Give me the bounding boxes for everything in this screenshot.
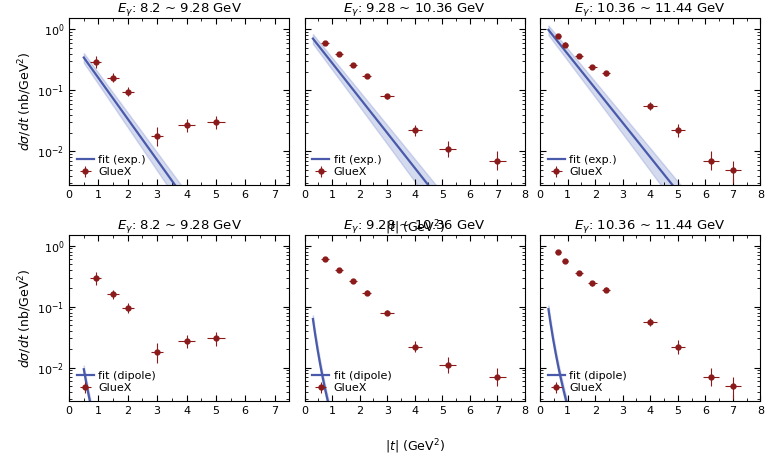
fit (exp.) [694,215,703,220]
Title: $E_{\gamma}$: 10.36 ~ 11.44 GeV: $E_{\gamma}$: 10.36 ~ 11.44 GeV [574,1,727,18]
fit (exp.) [285,342,294,348]
Line: fit (dipole): fit (dipole) [84,369,290,461]
fit (dipole) [308,316,317,322]
Line: fit (dipole): fit (dipole) [313,319,519,461]
fit (exp.) [229,264,238,269]
fit (exp.) [568,58,578,64]
Title: $E_{\gamma}$: 8.2 ~ 9.28 GeV: $E_{\gamma}$: 8.2 ~ 9.28 GeV [117,1,242,18]
Title: $E_{\gamma}$: 10.36 ~ 11.44 GeV: $E_{\gamma}$: 10.36 ~ 11.44 GeV [574,218,727,235]
fit (exp.) [611,111,621,117]
Title: $E_{\gamma}$: 8.2 ~ 9.28 GeV: $E_{\gamma}$: 8.2 ~ 9.28 GeV [117,218,242,235]
Legend: fit (dipole), GlueX: fit (dipole), GlueX [308,366,396,398]
Text: $|t|$ (GeV$^{2}$): $|t|$ (GeV$^{2}$) [385,438,445,456]
fit (exp.) [693,213,702,219]
fit (exp.) [104,89,113,95]
Text: $|t|$ (GeV$^{2}$): $|t|$ (GeV$^{2}$) [385,219,445,237]
fit (exp.) [674,189,683,195]
fit (exp.) [390,140,399,145]
Y-axis label: $d\sigma/dt$ (nb/GeV$^{2}$): $d\sigma/dt$ (nb/GeV$^{2}$) [17,268,35,368]
Legend: fit (dipole), GlueX: fit (dipole), GlueX [544,366,631,398]
Legend: fit (exp.), GlueX: fit (exp.), GlueX [72,150,150,182]
Y-axis label: $d\sigma/dt$ (nb/GeV$^{2}$): $d\sigma/dt$ (nb/GeV$^{2}$) [17,52,35,151]
Line: fit (exp.): fit (exp.) [84,58,290,345]
Line: fit (dipole): fit (dipole) [548,309,755,461]
Legend: fit (dipole), GlueX: fit (dipole), GlueX [72,366,161,398]
fit (dipole) [79,366,88,372]
fit (exp.) [79,55,88,60]
Legend: fit (exp.), GlueX: fit (exp.), GlueX [308,150,386,182]
Line: fit (exp.): fit (exp.) [548,30,755,288]
fit (exp.) [438,201,447,206]
Title: $E_{\gamma}$: 9.28 ~ 10.36 GeV: $E_{\gamma}$: 9.28 ~ 10.36 GeV [343,1,486,18]
fit (exp.) [376,121,385,127]
fit (exp.) [308,36,317,41]
fit (exp.) [750,285,760,291]
fit (exp.) [458,226,468,232]
fit (exp.) [227,262,237,267]
fit (exp.) [544,27,553,33]
Legend: fit (exp.), GlueX: fit (exp.), GlueX [544,150,621,182]
fit (dipole) [568,423,578,429]
fit (exp.) [626,129,635,135]
fit (exp.) [161,168,170,174]
fit (exp.) [208,236,217,241]
Line: fit (exp.): fit (exp.) [313,39,519,301]
fit (dipole) [333,436,343,442]
Title: $E_{\gamma}$: 9.28 ~ 10.36 GeV: $E_{\gamma}$: 9.28 ~ 10.36 GeV [343,218,486,235]
fit (exp.) [146,148,155,154]
fit (exp.) [515,298,524,303]
fit (dipole) [544,307,553,312]
fit (exp.) [333,67,343,73]
fit (exp.) [457,225,466,230]
